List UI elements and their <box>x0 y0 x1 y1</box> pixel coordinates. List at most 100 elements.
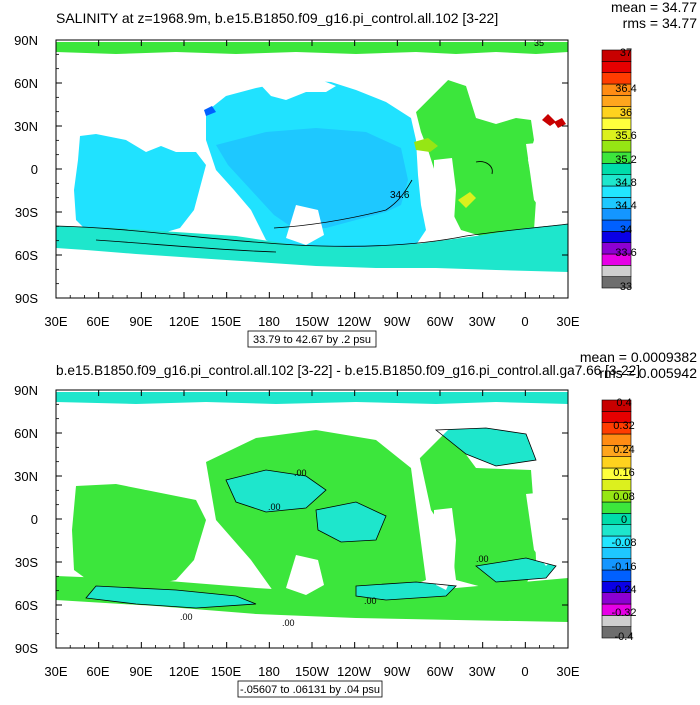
indian-ocean <box>74 134 206 240</box>
y-tick-label: 30N <box>14 469 38 484</box>
land-south-america <box>434 508 456 590</box>
subtropical-patch <box>458 192 476 208</box>
y-tick-label: 90S <box>15 641 38 656</box>
x-tick-label: 150E <box>211 664 242 679</box>
x-tick-label: 90E <box>129 314 152 329</box>
colorbar-label: 34 <box>620 224 632 236</box>
contour-lines <box>85 427 557 609</box>
difference-map-svg: b.e15.B1850.f09_g16.pi_control.all.102 [… <box>14 349 697 698</box>
colorbar-label: 35.2 <box>615 154 636 166</box>
colorbar <box>601 399 632 639</box>
colorbar-label: -0.16 <box>611 561 636 573</box>
pacific-patch <box>316 502 386 542</box>
contour-label: .00 <box>282 618 295 628</box>
contour-line <box>95 239 277 253</box>
colorbar-label: -0.24 <box>611 584 636 596</box>
colorbar-label: 33.6 <box>615 247 636 259</box>
contour-label: .00 <box>294 468 307 478</box>
x-tick-label: 30E <box>44 664 67 679</box>
x-tick-label: 60E <box>86 664 109 679</box>
colorbar-label: 0.24 <box>613 444 634 456</box>
red-sea-spot <box>204 106 216 116</box>
salinity-map-svg: SALINITY at z=1968.9m, b.e15.B1850.f09_g… <box>14 0 697 348</box>
y-tick-label: 30N <box>14 119 38 134</box>
difference-panel: b.e15.B1850.f09_g16.pi_control.all.102 [… <box>0 349 700 700</box>
arctic-gap <box>256 78 336 100</box>
land-mask <box>56 56 568 298</box>
north-atlantic-patch <box>436 428 536 466</box>
x-tick-label: 60W <box>427 314 454 329</box>
contour-label: .00 <box>476 554 489 564</box>
colorbar-label: 36 <box>620 107 632 119</box>
colorbar-label: 36.4 <box>615 83 636 95</box>
x-tick-label: 0 <box>521 664 528 679</box>
chart-title: SALINITY at z=1968.9m, b.e15.B1850.f09_g… <box>56 10 498 26</box>
contour-line <box>475 557 557 583</box>
y-axis-labels: 90N 60N 30N 0 30S 60S 90S <box>14 33 38 306</box>
y-tick-label: 60S <box>15 248 38 263</box>
y-tick-label: 60S <box>15 598 38 613</box>
contour-line <box>315 501 387 543</box>
x-tick-label: 30W <box>469 664 496 679</box>
colorbar-label: 0.08 <box>613 491 634 503</box>
axis-ticks <box>55 39 569 299</box>
colorbar-box <box>601 399 632 412</box>
x-tick-label: 0 <box>521 314 528 329</box>
x-tick-label: 180 <box>258 664 280 679</box>
southern-patch <box>86 586 256 608</box>
map-area: .00 .00 .00 .00 .00 .00 <box>55 389 569 649</box>
colorbar-box <box>601 49 632 62</box>
y-axis-labels: 90N 60N 30N 0 30S 60S 90S <box>14 383 38 656</box>
x-tick-label: 90E <box>129 664 152 679</box>
land-north-america <box>416 56 456 112</box>
colorbar-label: 34.4 <box>615 200 636 212</box>
x-tick-label: 30W <box>469 314 496 329</box>
contour-lines <box>55 161 569 253</box>
land-australia <box>286 555 324 595</box>
pacific-patch <box>226 470 326 512</box>
map-area: 34.6 35 <box>55 38 569 299</box>
colorbar-label: 0.4 <box>616 397 631 409</box>
colorbar-box <box>601 95 632 107</box>
contour-label: 34.6 <box>390 190 410 201</box>
colorbar-box <box>601 265 632 277</box>
contour-line <box>273 179 413 229</box>
colorbar-label: 34.8 <box>615 177 636 189</box>
x-tick-label: 60E <box>86 314 109 329</box>
colorbar-box <box>601 140 632 153</box>
y-tick-label: 90S <box>15 291 38 306</box>
land-eurasia <box>56 56 206 140</box>
contour-line <box>355 581 457 601</box>
y-tick-label: 0 <box>31 162 38 177</box>
x-tick-label: 120E <box>169 664 200 679</box>
y-tick-label: 30S <box>15 555 38 570</box>
colorbar-box <box>601 524 632 537</box>
colorbar-box <box>601 479 632 491</box>
x-axis-labels: 30E 60E 90E 120E 150E 180 150W 120W 90W … <box>44 314 579 329</box>
y-tick-label: 90N <box>14 383 38 398</box>
atlantic-ocean <box>418 430 536 588</box>
contour-line <box>225 469 327 513</box>
y-tick-label: 60N <box>14 426 38 441</box>
land-africa <box>526 490 568 566</box>
land-north-america <box>416 406 456 462</box>
land-eurasia <box>56 406 206 490</box>
colorbar-label: 0 <box>621 514 627 526</box>
southern-patch <box>356 582 456 600</box>
land-africa <box>526 140 568 216</box>
x-tick-label: 30E <box>44 314 67 329</box>
southern-ocean <box>56 576 568 622</box>
axis-ticks <box>55 389 569 649</box>
y-tick-label: 90N <box>14 33 38 48</box>
x-axis-labels: 30E 60E 90E 120E 150E 180 150W 120W 90W … <box>44 664 579 679</box>
x-tick-label: 30E <box>556 314 579 329</box>
colorbar-label: -0.08 <box>611 537 636 549</box>
x-tick-label: 150E <box>211 314 242 329</box>
gulf-of-mexico <box>414 138 438 152</box>
mean-stat: mean = 0.0009382 <box>580 350 697 365</box>
x-tick-label: 120W <box>337 664 372 679</box>
mean-stat: mean = 34.77 <box>611 0 697 15</box>
x-tick-label: 30E <box>556 664 579 679</box>
colorbar-label: 33 <box>620 281 632 293</box>
colorbar-box <box>601 61 632 73</box>
